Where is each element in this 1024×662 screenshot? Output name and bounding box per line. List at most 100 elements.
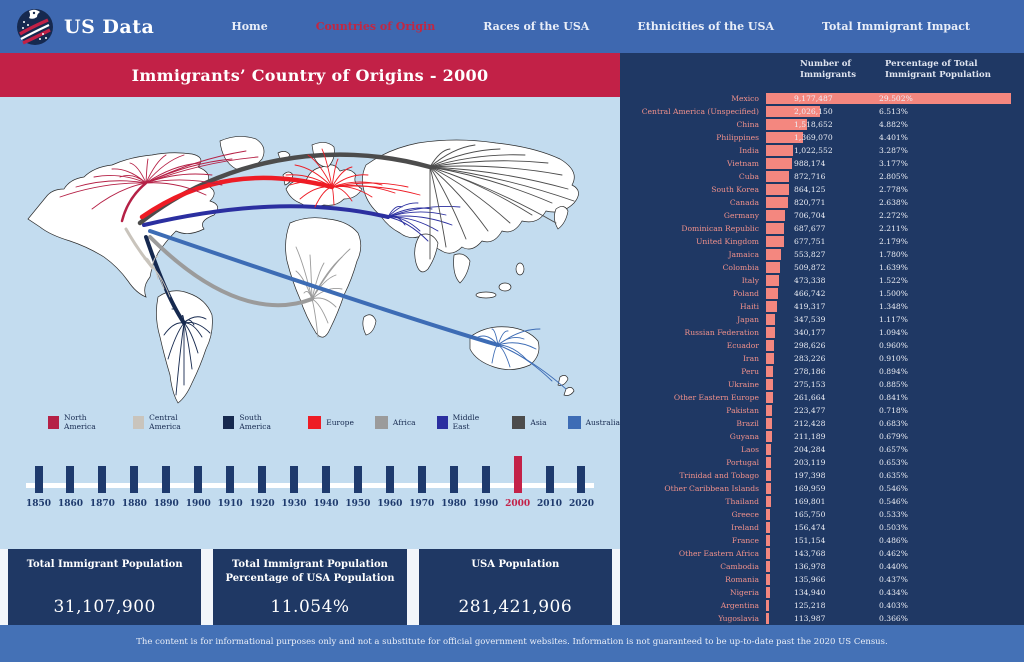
country-row[interactable]: Cambodia 136,978 0.440% bbox=[620, 560, 1024, 573]
country-bar-zone: 466,742 1.500% bbox=[766, 288, 1024, 299]
country-row[interactable]: Romania 135,966 0.437% bbox=[620, 573, 1024, 586]
region-southeast-asia bbox=[453, 253, 471, 284]
country-row[interactable]: Dominican Republic 687,677 2.211% bbox=[620, 222, 1024, 235]
continent-asia bbox=[362, 139, 579, 254]
country-row[interactable]: Other Eastern Europe 261,664 0.841% bbox=[620, 391, 1024, 404]
country-row[interactable]: Trinidad and Tobago 197,398 0.635% bbox=[620, 469, 1024, 482]
timeline-year-1890[interactable]: 1890 bbox=[154, 445, 179, 509]
country-row[interactable]: Brazil 212,428 0.683% bbox=[620, 417, 1024, 430]
timeline-year-label: 1970 bbox=[409, 499, 435, 509]
country-label: Iran bbox=[742, 354, 759, 363]
legend-item-europe: Europe bbox=[308, 415, 354, 429]
nav-item-total-immigrant-impact[interactable]: Total Immigrant Impact bbox=[822, 20, 970, 33]
country-row[interactable]: Peru 278,186 0.894% bbox=[620, 365, 1024, 378]
timeline-year-1870[interactable]: 1870 bbox=[90, 445, 115, 509]
country-row[interactable]: Portugal 203,119 0.653% bbox=[620, 456, 1024, 469]
country-row[interactable]: Yugoslavia 113,987 0.366% bbox=[620, 612, 1024, 625]
timeline-year-1850[interactable]: 1850 bbox=[26, 445, 51, 509]
stat-title: USA Population bbox=[471, 559, 560, 570]
country-bar bbox=[766, 314, 776, 325]
country-percentage: 1.639% bbox=[879, 263, 908, 272]
country-row[interactable]: Other Caribbean Islands 169,959 0.546% bbox=[620, 482, 1024, 495]
country-row[interactable]: Haiti 419,317 1.348% bbox=[620, 300, 1024, 313]
country-row[interactable]: Jamaica 553,827 1.780% bbox=[620, 248, 1024, 261]
legend-label: Africa bbox=[392, 417, 416, 427]
country-row[interactable]: Ireland 156,474 0.503% bbox=[620, 521, 1024, 534]
country-bar bbox=[766, 301, 778, 312]
country-row[interactable]: Vietnam 988,174 3.177% bbox=[620, 157, 1024, 170]
country-row[interactable]: Philippines 1,369,070 4.401% bbox=[620, 131, 1024, 144]
timeline-year-1950[interactable]: 1950 bbox=[345, 445, 370, 509]
country-row[interactable]: Germany 706,704 2.272% bbox=[620, 209, 1024, 222]
country-bar-zone: 204,284 0.657% bbox=[766, 444, 1024, 455]
timeline-tick bbox=[321, 466, 330, 493]
country-row[interactable]: Guyana 211,189 0.679% bbox=[620, 430, 1024, 443]
country-count: 677,751 bbox=[794, 237, 826, 246]
country-row[interactable]: South Korea 864,125 2.778% bbox=[620, 183, 1024, 196]
country-percentage: 0.683% bbox=[879, 419, 908, 428]
nav-item-home[interactable]: Home bbox=[231, 20, 268, 33]
country-percentage: 0.635% bbox=[879, 471, 908, 480]
country-bar bbox=[766, 457, 772, 468]
timeline-year-1880[interactable]: 1880 bbox=[122, 445, 147, 509]
timeline-year-1860[interactable]: 1860 bbox=[58, 445, 83, 509]
timeline-year-2020[interactable]: 2020 bbox=[569, 445, 594, 509]
timeline-tick bbox=[34, 466, 43, 493]
country-count: 466,742 bbox=[794, 289, 826, 298]
timeline-year-1930[interactable]: 1930 bbox=[282, 445, 307, 509]
country-row[interactable]: Argentina 125,218 0.403% bbox=[620, 599, 1024, 612]
country-row[interactable]: Iran 283,226 0.910% bbox=[620, 352, 1024, 365]
timeline-year-1980[interactable]: 1980 bbox=[441, 445, 466, 509]
nav-item-races-of-the-usa[interactable]: Races of the USA bbox=[483, 20, 590, 33]
country-row[interactable]: Thailand 169,801 0.546% bbox=[620, 495, 1024, 508]
timeline-year-1960[interactable]: 1960 bbox=[377, 445, 402, 509]
country-row[interactable]: Italy 473,338 1.522% bbox=[620, 274, 1024, 287]
timeline-tick bbox=[194, 466, 203, 493]
brand[interactable]: US Data bbox=[16, 8, 154, 46]
flow-bundle-central-america bbox=[124, 227, 171, 298]
nav-item-countries-of-origin[interactable]: Countries of Origin bbox=[315, 20, 436, 33]
country-row[interactable]: Nigeria 134,940 0.434% bbox=[620, 586, 1024, 599]
country-row[interactable]: Canada 820,771 2.638% bbox=[620, 196, 1024, 209]
country-row[interactable]: Poland 466,742 1.500% bbox=[620, 287, 1024, 300]
country-count: 820,771 bbox=[794, 198, 826, 207]
country-row[interactable]: Laos 204,284 0.657% bbox=[620, 443, 1024, 456]
country-bar-zone: 223,477 0.718% bbox=[766, 405, 1024, 416]
country-row[interactable]: China 1,518,652 4.882% bbox=[620, 118, 1024, 131]
country-row[interactable]: Central America (Unspecified) 2,026,150 6.… bbox=[620, 105, 1024, 118]
country-row[interactable]: Japan 347,539 1.117% bbox=[620, 313, 1024, 326]
country-row[interactable]: France 151,154 0.486% bbox=[620, 534, 1024, 547]
country-bar-zone: 136,978 0.440% bbox=[766, 561, 1024, 572]
country-row[interactable]: Cuba 872,716 2.805% bbox=[620, 170, 1024, 183]
country-row[interactable]: India 1,022,552 3.287% bbox=[620, 144, 1024, 157]
timeline-axis bbox=[26, 483, 594, 488]
country-row[interactable]: Ecuador 298,626 0.960% bbox=[620, 339, 1024, 352]
timeline-year-1910[interactable]: 1910 bbox=[218, 445, 243, 509]
island-new-zealand-south bbox=[563, 387, 575, 396]
country-count: 1,369,070 bbox=[794, 133, 833, 142]
country-count: 223,477 bbox=[794, 406, 826, 415]
country-row[interactable]: Russian Federation 340,177 1.094% bbox=[620, 326, 1024, 339]
country-row[interactable]: Colombia 509,872 1.639% bbox=[620, 261, 1024, 274]
country-label: Japan bbox=[737, 315, 759, 324]
nav-item-ethnicities-of-the-usa[interactable]: Ethnicities of the USA bbox=[637, 20, 775, 33]
timeline-year-1970[interactable]: 1970 bbox=[409, 445, 434, 509]
countries-panel: Number of Immigrants Percentage of Total… bbox=[620, 53, 1024, 625]
timeline-year-label: 2010 bbox=[537, 499, 563, 509]
country-row[interactable]: Pakistan 223,477 0.718% bbox=[620, 404, 1024, 417]
country-row[interactable]: United Kingdom 677,751 2.179% bbox=[620, 235, 1024, 248]
country-count: 204,284 bbox=[794, 445, 826, 454]
timeline-year-1900[interactable]: 1900 bbox=[186, 445, 211, 509]
timeline-year-2010[interactable]: 2010 bbox=[537, 445, 562, 509]
country-row[interactable]: Mexico 9,177,487 29.502% bbox=[620, 92, 1024, 105]
timeline-year-1920[interactable]: 1920 bbox=[250, 445, 275, 509]
timeline-year-1990[interactable]: 1990 bbox=[473, 445, 498, 509]
timeline-year-1940[interactable]: 1940 bbox=[313, 445, 339, 509]
country-count: 2,026,150 bbox=[794, 107, 833, 116]
country-row[interactable]: Greece 165,750 0.533% bbox=[620, 508, 1024, 521]
country-row[interactable]: Ukraine 275,153 0.885% bbox=[620, 378, 1024, 391]
timeline-year-2000[interactable]: 2000 bbox=[505, 445, 530, 509]
country-row[interactable]: Other Eastern Africa 143,768 0.462% bbox=[620, 547, 1024, 560]
country-percentage: 3.177% bbox=[879, 159, 908, 168]
country-label: Cuba bbox=[738, 172, 759, 181]
